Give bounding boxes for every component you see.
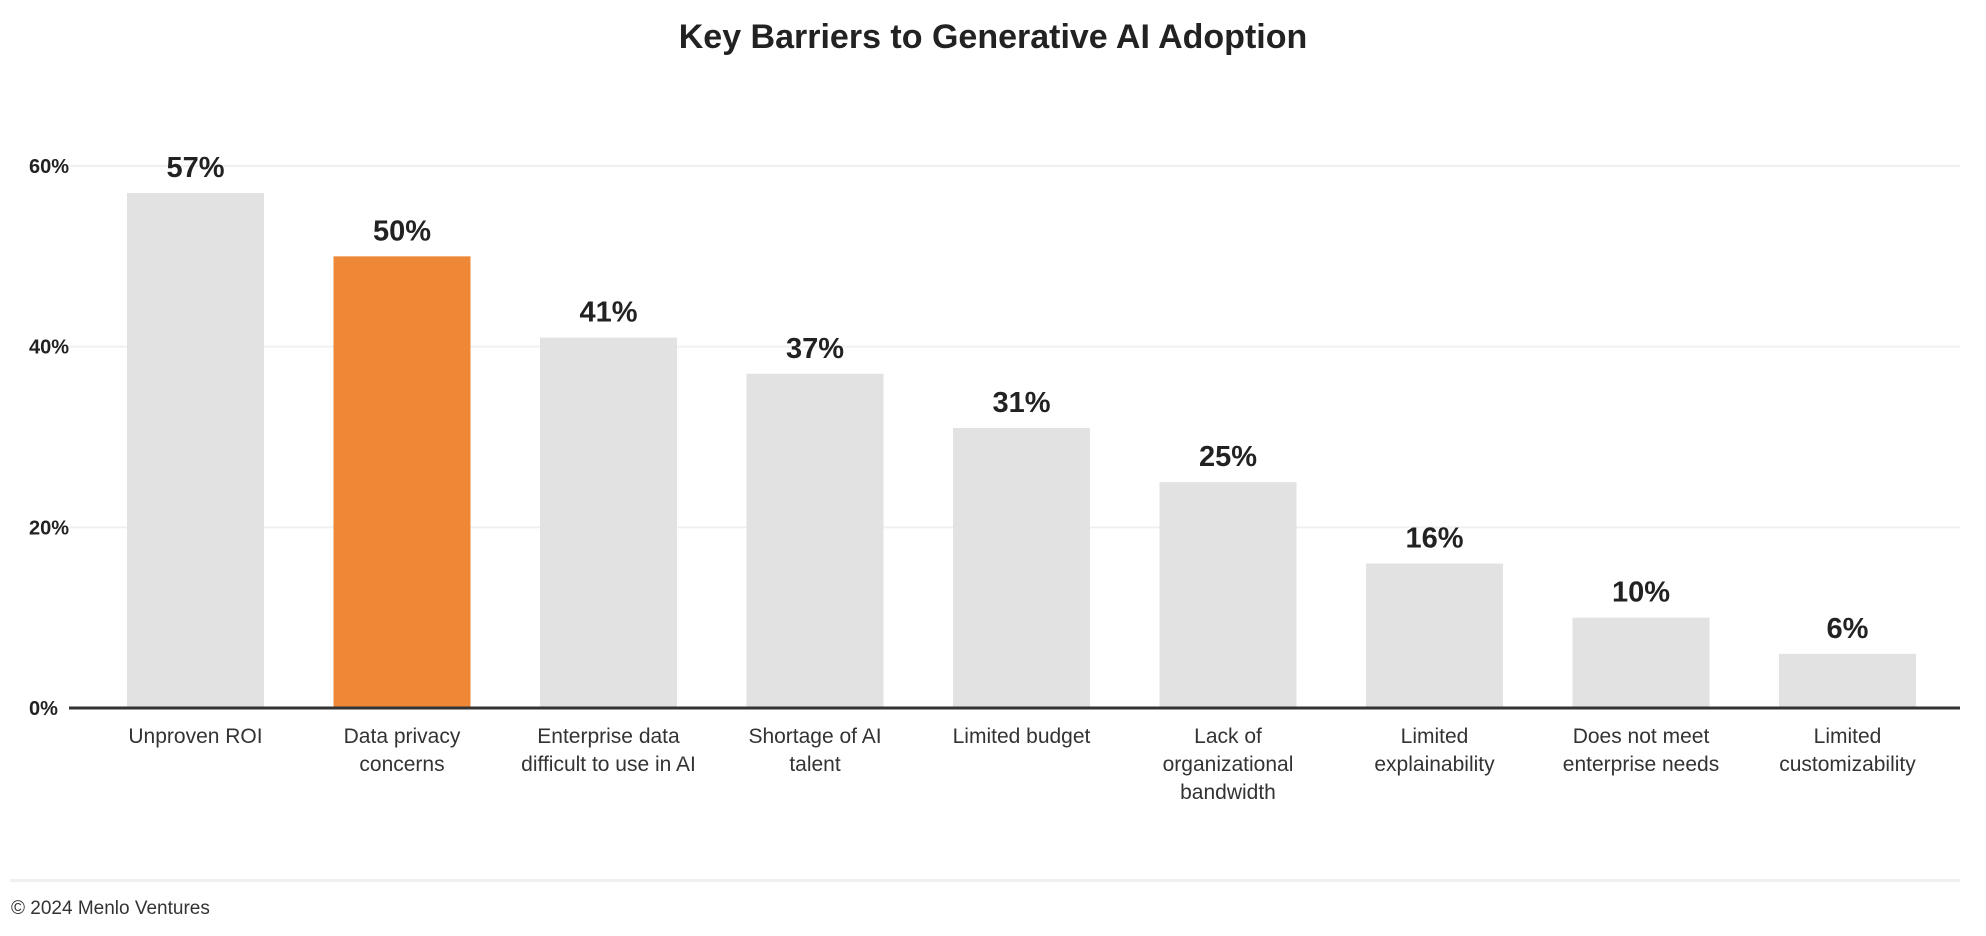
bar	[1572, 617, 1710, 708]
data-label: 57%	[166, 152, 224, 184]
chart-title: Key Barriers to Generative AI Adoption	[678, 18, 1308, 56]
y-tick-label: 60%	[29, 156, 69, 178]
copyright-footer: © 2024 Menlo Ventures	[11, 898, 210, 919]
x-tick-label: Unproven ROI	[128, 725, 262, 748]
data-label: 10%	[1612, 577, 1670, 609]
bar	[1779, 653, 1916, 708]
y-tick-label: 20%	[29, 517, 69, 539]
data-label: 37%	[786, 333, 844, 365]
data-label: 16%	[1405, 522, 1463, 554]
bar	[540, 337, 677, 708]
bar	[1366, 563, 1503, 708]
x-tick-label: Does not meet enterprise needs	[1563, 725, 1719, 776]
data-label: 25%	[1199, 441, 1257, 473]
bar	[1159, 482, 1297, 708]
data-label: 6%	[1827, 613, 1869, 645]
x-tick-label: Limited budget	[953, 725, 1091, 748]
x-tick-label: Limited customizability	[1779, 725, 1916, 776]
bar	[333, 256, 471, 708]
data-label: 31%	[992, 387, 1050, 419]
bar	[953, 427, 1090, 708]
bar	[127, 193, 264, 709]
footer-divider	[10, 879, 1960, 882]
data-label: 41%	[579, 297, 637, 329]
x-tick-label: Shortage of AI talent	[748, 725, 881, 776]
y-tick-label: 0%	[29, 698, 58, 720]
x-tick-label: Enterprise data difficult to use in AI	[521, 725, 696, 776]
x-tick-label: Data privacy concerns	[344, 725, 461, 776]
x-tick-label: Limited explainability	[1374, 725, 1495, 776]
bar	[746, 373, 884, 708]
y-tick-label: 40%	[29, 337, 69, 359]
data-label: 50%	[373, 215, 431, 247]
x-tick-label: Lack of organizational bandwidth	[1163, 725, 1294, 804]
